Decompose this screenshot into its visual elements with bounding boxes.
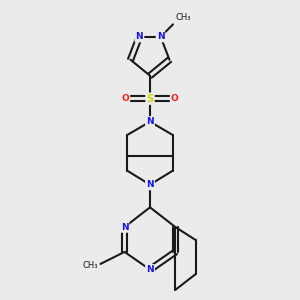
Text: CH₃: CH₃ xyxy=(176,13,191,22)
Text: O: O xyxy=(171,94,178,103)
Text: N: N xyxy=(121,223,128,232)
Text: S: S xyxy=(146,94,154,104)
Text: N: N xyxy=(136,32,143,41)
Text: N: N xyxy=(146,180,154,189)
Text: N: N xyxy=(157,32,164,41)
Text: O: O xyxy=(122,94,129,103)
Text: CH₃: CH₃ xyxy=(82,261,98,270)
Text: N: N xyxy=(146,265,154,274)
Text: N: N xyxy=(146,117,154,126)
